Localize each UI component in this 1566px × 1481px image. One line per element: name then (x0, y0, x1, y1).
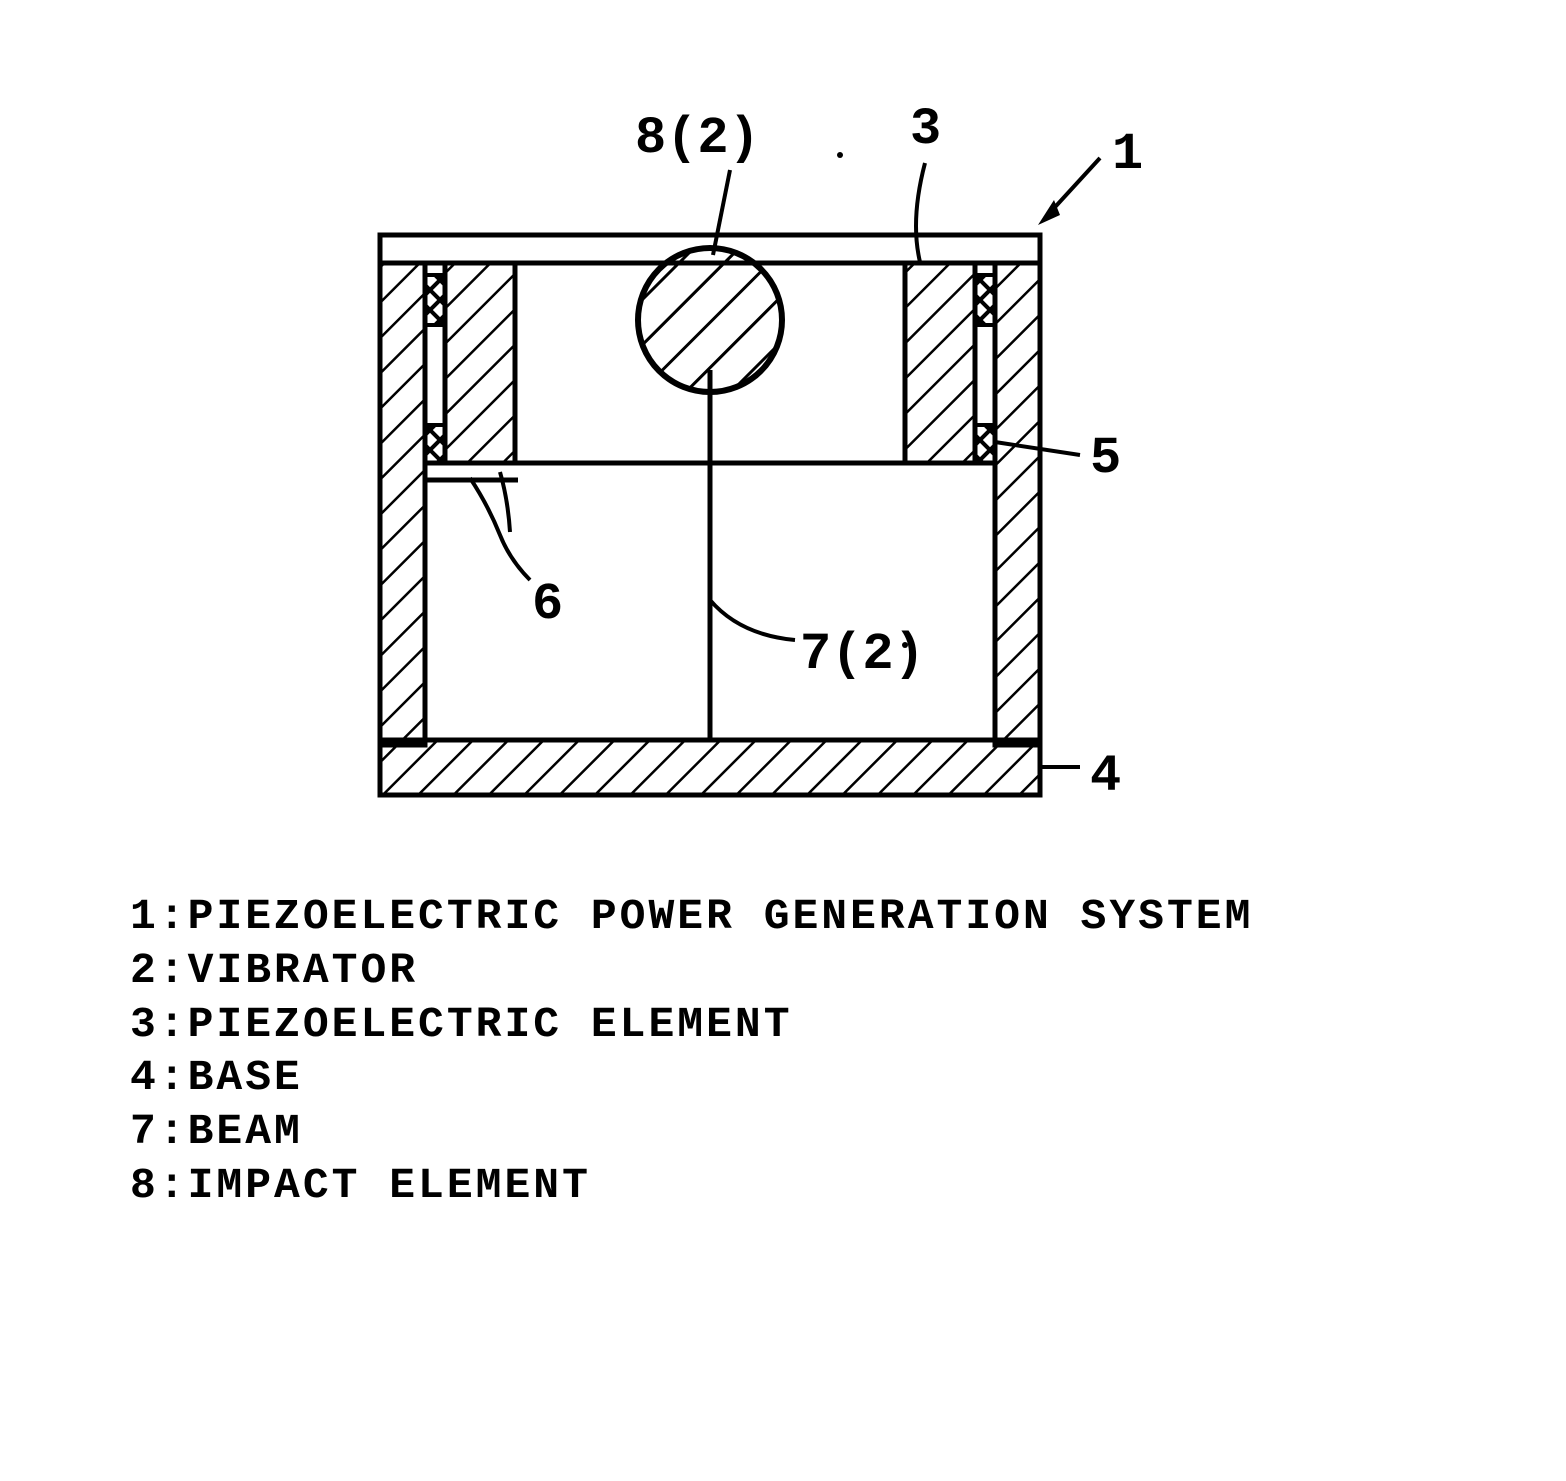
legend-num: 2 (130, 946, 159, 995)
piezo-element-left (445, 263, 515, 463)
piezo-element-right (905, 263, 975, 463)
legend: 1:PIEZOELECTRIC POWER GENERATION SYSTEM … (40, 890, 1526, 1213)
label-8-2: 8(2) (635, 109, 760, 168)
diagram-container: 8(2) 3 1 5 7(2) 4 6 1:PIEZOELECTRIC POWE… (40, 40, 1526, 1213)
legend-num: 8 (130, 1161, 159, 1210)
piezoelectric-diagram: 8(2) 3 1 5 7(2) 4 6 (40, 40, 1240, 840)
legend-label: :PIEZOELECTRIC POWER GENERATION SYSTEM (159, 892, 1254, 941)
legend-line: 3:PIEZOELECTRIC ELEMENT (130, 998, 1526, 1052)
legend-line: 4:BASE (130, 1051, 1526, 1105)
right-wall (995, 235, 1040, 745)
legend-line: 1:PIEZOELECTRIC POWER GENERATION SYSTEM (130, 890, 1526, 944)
left-wall (380, 235, 425, 745)
label-1: 1 (1112, 125, 1143, 184)
legend-num: 4 (130, 1053, 159, 1102)
legend-label: :BASE (159, 1053, 303, 1102)
connector-left-top (425, 275, 445, 325)
label-7-2: 7(2) (800, 625, 925, 684)
legend-label: :BEAM (159, 1107, 303, 1156)
legend-label: :IMPACT ELEMENT (159, 1161, 591, 1210)
legend-line: 8:IMPACT ELEMENT (130, 1159, 1526, 1213)
legend-label: :PIEZOELECTRIC ELEMENT (159, 1000, 793, 1049)
legend-num: 3 (130, 1000, 159, 1049)
base (380, 740, 1040, 795)
legend-label: :VIBRATOR (159, 946, 418, 995)
impact-element (638, 248, 782, 392)
label-5: 5 (1090, 429, 1121, 488)
label-4: 4 (1090, 747, 1121, 806)
connector-right-top (975, 275, 995, 325)
legend-num: 1 (130, 892, 159, 941)
label-3: 3 (910, 100, 941, 159)
container-structure (380, 235, 1040, 795)
connector-right-bottom (975, 425, 995, 463)
legend-line: 2:VIBRATOR (130, 944, 1526, 998)
label-6: 6 (532, 575, 563, 634)
legend-num: 7 (130, 1107, 159, 1156)
connector-left-bottom (425, 425, 445, 463)
legend-line: 7:BEAM (130, 1105, 1526, 1159)
